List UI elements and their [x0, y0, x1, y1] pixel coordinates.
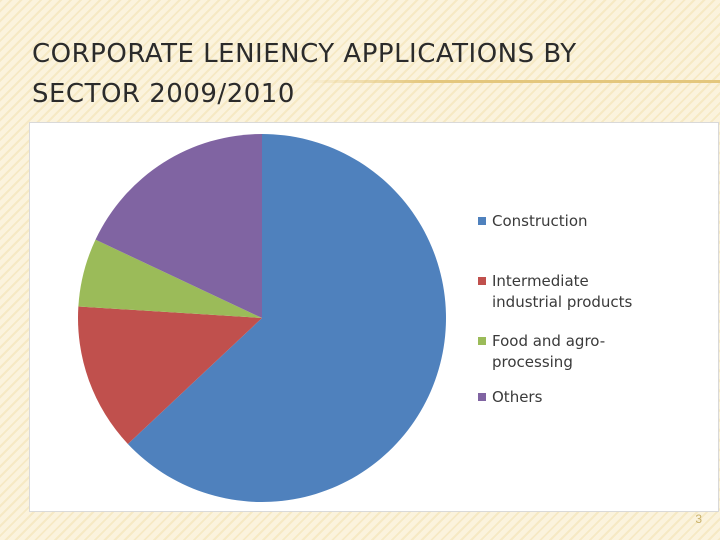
legend-item-others: Others	[478, 387, 662, 408]
pie-chart	[77, 134, 446, 503]
pie-slice-construction	[127, 134, 446, 503]
legend-label: Others	[492, 388, 543, 406]
title-underline	[300, 80, 720, 83]
legend-swatch	[478, 393, 486, 401]
legend-swatch	[478, 217, 486, 225]
slide-title-line-1: CORPORATE LENIENCY APPLICATIONS BY	[32, 39, 577, 69]
legend-item-construction: Construction	[478, 211, 662, 232]
legend-item-food-and-agro-processing: Food and agro- processing	[478, 331, 662, 373]
legend-label: Construction	[492, 212, 588, 230]
pie-slice-food-and-agro-processing	[78, 239, 262, 318]
legend-label: Food and agro- processing	[492, 332, 606, 371]
legend-item-intermediate-industrial-products: Intermediate industrial products	[478, 271, 662, 313]
slide-title: CORPORATE LENIENCY APPLICATIONS BY SECTO…	[32, 34, 672, 114]
chart-panel: Construction Intermediate industrial prod…	[29, 122, 719, 512]
slide-title-line-2: SECTOR 2009/2010	[32, 79, 295, 109]
pie-slice-others	[95, 134, 262, 318]
pie-slice-intermediate-industrial-products	[77, 306, 262, 444]
legend-swatch	[478, 337, 486, 345]
page-number: 3	[695, 512, 702, 526]
legend-label: Intermediate industrial products	[492, 272, 633, 311]
legend-swatch	[478, 277, 486, 285]
